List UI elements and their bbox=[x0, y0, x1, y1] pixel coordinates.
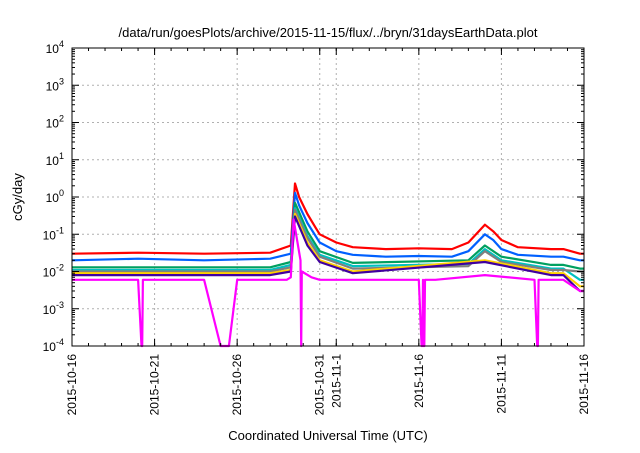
series-line-6 bbox=[72, 212, 584, 288]
y-axis: 10-4 10-3 10-2 10-1 100 101 102 103 104 bbox=[43, 39, 584, 354]
y-axis-label: cGy/day bbox=[10, 173, 25, 221]
x-tick-label: 2015-11-11 bbox=[494, 354, 508, 414]
y-tick-label: 102 bbox=[46, 114, 64, 131]
x-tick-label: 2015-11-6 bbox=[412, 354, 426, 408]
series-line-7 bbox=[72, 215, 584, 293]
x-tick-label: 2015-10-26 bbox=[230, 354, 244, 416]
y-tick-label: 104 bbox=[46, 39, 64, 56]
y-tick-label: 101 bbox=[46, 151, 64, 168]
x-axis: 2015-10-16 2015-10-21 2015-10-26 2015-10-31… bbox=[65, 48, 591, 415]
y-tick-label: 10-1 bbox=[43, 225, 64, 242]
x-tick-label: 2015-10-21 bbox=[148, 354, 162, 416]
y-tick-label: 10-4 bbox=[43, 337, 64, 354]
x-axis-label: Coordinated Universal Time (UTC) bbox=[228, 428, 427, 443]
x-tick-label: 2015-11-16 bbox=[577, 354, 591, 415]
series-line-4 bbox=[72, 207, 584, 281]
x-tick-label: 2015-11-1 bbox=[329, 354, 343, 408]
x-tick-label: 2015-10-16 bbox=[65, 354, 79, 416]
grid-lines bbox=[72, 48, 584, 346]
y-tick-label: 10-2 bbox=[43, 263, 64, 280]
series-group bbox=[71, 182, 584, 348]
chart-title: /data/run/goesPlots/archive/2015-11-15/f… bbox=[119, 25, 538, 40]
series-line-2 bbox=[71, 191, 584, 262]
x-tick-label: 2015-10-31 bbox=[313, 354, 327, 416]
series-line-1 bbox=[71, 182, 584, 255]
y-tick-label: 10-3 bbox=[43, 300, 64, 317]
y-tick-label: 103 bbox=[46, 76, 64, 93]
y-tick-label: 100 bbox=[46, 188, 64, 205]
